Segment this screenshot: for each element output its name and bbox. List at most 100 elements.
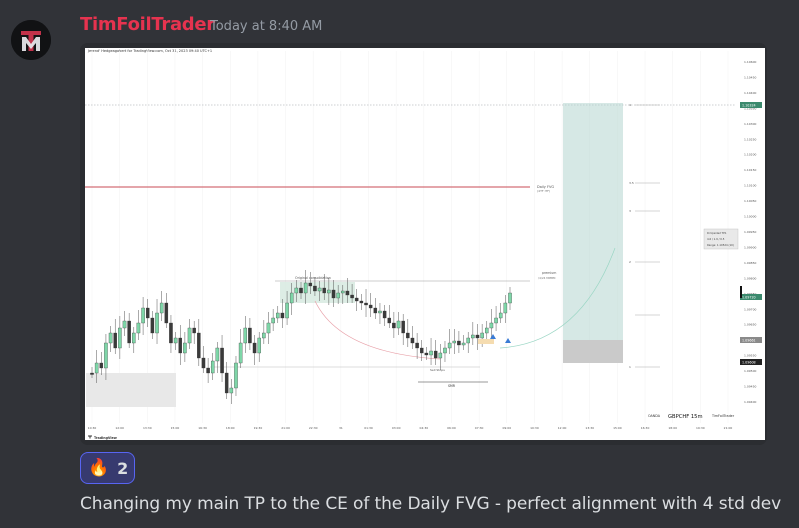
candle-bullish xyxy=(136,322,141,334)
candle-bearish xyxy=(192,327,196,334)
price-tick-label: 1.10200 xyxy=(744,153,756,157)
candle-bearish xyxy=(392,322,396,329)
triangle-marker-1 xyxy=(490,334,496,339)
position-info-box xyxy=(703,228,739,250)
candle-bullish xyxy=(494,317,498,324)
candle-bullish xyxy=(215,347,220,362)
price-tick-label: 1.09800 xyxy=(744,276,756,280)
candle-bearish xyxy=(415,342,419,349)
std-dev-label: 2 xyxy=(629,260,631,264)
candle-bearish xyxy=(410,337,415,344)
candle-bullish xyxy=(341,290,345,294)
position-info-line: Ri Upside2 TP1 xyxy=(707,231,727,235)
avatar[interactable] xyxy=(11,20,51,60)
candle-bearish xyxy=(248,327,252,344)
candle-bearish xyxy=(197,332,201,359)
candle-bearish xyxy=(345,290,350,296)
timestamp: Today at 8:40 AM xyxy=(210,19,323,34)
candle-bearish xyxy=(145,307,150,319)
std-dev-label: 3 xyxy=(629,209,631,213)
candle-bullish xyxy=(485,327,489,334)
chart-canvas xyxy=(85,48,765,440)
daily-fvg-sublabel: (4TF ITF) xyxy=(537,189,550,193)
candle-bullish xyxy=(211,360,215,374)
candle-bullish xyxy=(443,347,447,354)
candle-bullish xyxy=(108,332,113,344)
price-tick-label: 1.09700 xyxy=(744,307,756,311)
time-tick-label: 22:30 xyxy=(309,426,318,430)
candle-bullish xyxy=(429,350,433,356)
chart-image-attachment[interactable]: Jerend' Hedgeagobert for TradingView.com… xyxy=(80,43,767,445)
std-dev-label: 4 xyxy=(629,103,631,107)
candle-bearish xyxy=(150,317,155,334)
candle-bullish xyxy=(378,310,382,314)
candle-bearish xyxy=(387,317,391,324)
candle-bullish xyxy=(438,352,443,359)
candle-bearish xyxy=(373,307,378,314)
price-axis-cursor xyxy=(740,286,742,298)
premium-label: premium xyxy=(542,271,556,275)
candle-bearish xyxy=(457,340,461,346)
candle-bullish xyxy=(508,292,512,304)
price-tick-label: 1.09450 xyxy=(744,385,756,389)
username[interactable]: TimFoilTrader xyxy=(80,14,215,35)
price-marker-grey-text: 1.09661 xyxy=(742,339,756,343)
candle-bullish xyxy=(234,362,238,389)
position-info-line: Range: 1.10524 (10) xyxy=(707,243,734,247)
candle-bearish xyxy=(475,334,480,339)
candle-bullish xyxy=(285,302,289,319)
candle-bearish xyxy=(164,302,169,324)
candle-bearish xyxy=(178,337,182,354)
candle-bearish xyxy=(308,282,313,287)
price-tick-label: 1.10450 xyxy=(744,75,756,79)
candle-bullish xyxy=(303,282,308,294)
reaction-fire[interactable]: 🔥 2 xyxy=(80,452,135,484)
price-tick-label: 1.10600 xyxy=(744,60,756,64)
time-tick-label: 09:00 xyxy=(502,426,511,430)
candle-bullish xyxy=(471,334,475,339)
candle-bullish xyxy=(183,342,187,354)
tradingview-logo-icon xyxy=(88,435,92,439)
candle-bearish xyxy=(322,287,326,294)
candle-bullish xyxy=(289,292,294,304)
price-tick-label: 1.10300 xyxy=(744,122,756,126)
price-tick-label: 1.10350 xyxy=(744,106,756,110)
candle-bullish xyxy=(447,342,452,349)
candle-bullish xyxy=(94,362,99,374)
price-marker-black-text: 1.09608 xyxy=(742,361,756,365)
candle-bullish xyxy=(276,312,280,319)
candle-bullish xyxy=(503,302,508,314)
broker-label: OANDA xyxy=(648,414,661,418)
candle-bullish xyxy=(271,317,275,324)
tradingview-watermark: TradingView xyxy=(94,436,117,440)
std-dev-label: 3.5 xyxy=(629,181,634,185)
time-tick-label: 15:00 xyxy=(613,426,622,430)
price-marker-green-text: 1.09720 xyxy=(742,296,756,300)
candle-bullish xyxy=(173,337,178,344)
time-tick-label: 16:30 xyxy=(641,426,650,430)
price-tick-label: 1.09550 xyxy=(744,354,756,358)
author-label: TimFoilTrader xyxy=(711,414,735,418)
candle-bearish xyxy=(99,362,104,369)
time-tick-label: 18:00 xyxy=(226,426,235,430)
candle-bullish xyxy=(327,289,331,294)
entry-marker xyxy=(478,339,494,344)
price-marker-top xyxy=(740,102,762,108)
daily-fvg-label: Daily FVG xyxy=(537,185,554,189)
candle-bullish xyxy=(104,342,108,369)
price-tick-label: 1.10000 xyxy=(744,215,756,219)
tm-logo-icon xyxy=(11,20,51,60)
candle-bullish xyxy=(229,387,234,394)
candle-bullish xyxy=(187,327,192,344)
candle-bearish xyxy=(382,310,387,319)
candle-bullish xyxy=(294,287,299,294)
candle-bearish xyxy=(368,304,373,309)
time-tick-label: 16:30 xyxy=(198,426,207,430)
time-tick-label: 13:30 xyxy=(143,426,152,430)
std-dev-label: 1 xyxy=(629,365,631,369)
time-tick-label: 06:00 xyxy=(447,426,456,430)
price-tick-label: 1.09400 xyxy=(744,400,756,404)
time-tick-label: 19:30 xyxy=(254,426,263,430)
original-consolidation-box xyxy=(280,282,355,303)
candle-bearish xyxy=(280,312,285,319)
